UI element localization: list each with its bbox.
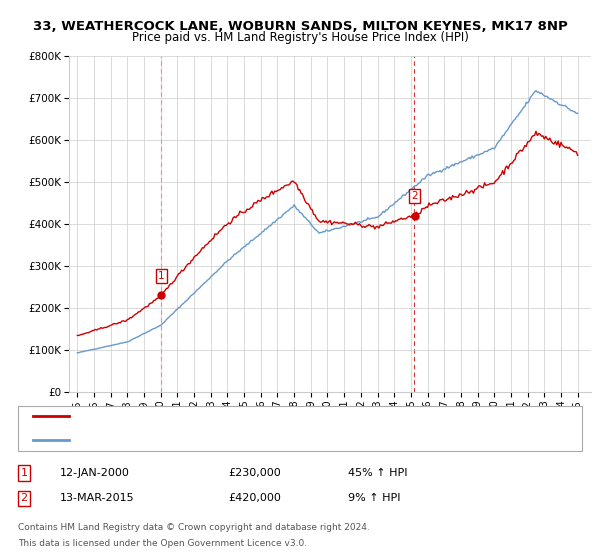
Text: £420,000: £420,000 xyxy=(228,493,281,503)
Text: 33, WEATHERCOCK LANE, WOBURN SANDS, MILTON KEYNES, MK17 8NP: 33, WEATHERCOCK LANE, WOBURN SANDS, MILT… xyxy=(32,20,568,32)
Text: 2: 2 xyxy=(411,191,418,201)
Text: 12-JAN-2000: 12-JAN-2000 xyxy=(60,468,130,478)
Text: Contains HM Land Registry data © Crown copyright and database right 2024.: Contains HM Land Registry data © Crown c… xyxy=(18,523,370,532)
Text: 45% ↑ HPI: 45% ↑ HPI xyxy=(348,468,407,478)
Text: 2: 2 xyxy=(20,493,28,503)
Text: 13-MAR-2015: 13-MAR-2015 xyxy=(60,493,134,503)
Text: This data is licensed under the Open Government Licence v3.0.: This data is licensed under the Open Gov… xyxy=(18,539,307,548)
Text: £230,000: £230,000 xyxy=(228,468,281,478)
Text: 33, WEATHERCOCK LANE, WOBURN SANDS, MILTON KEYNES, MK17 8NP (detached house): 33, WEATHERCOCK LANE, WOBURN SANDS, MILT… xyxy=(75,410,543,421)
Text: 1: 1 xyxy=(20,468,28,478)
Text: HPI: Average price, detached house, Central Bedfordshire: HPI: Average price, detached house, Cent… xyxy=(75,435,376,445)
Text: 1: 1 xyxy=(158,270,165,281)
Text: Price paid vs. HM Land Registry's House Price Index (HPI): Price paid vs. HM Land Registry's House … xyxy=(131,31,469,44)
Text: 9% ↑ HPI: 9% ↑ HPI xyxy=(348,493,401,503)
